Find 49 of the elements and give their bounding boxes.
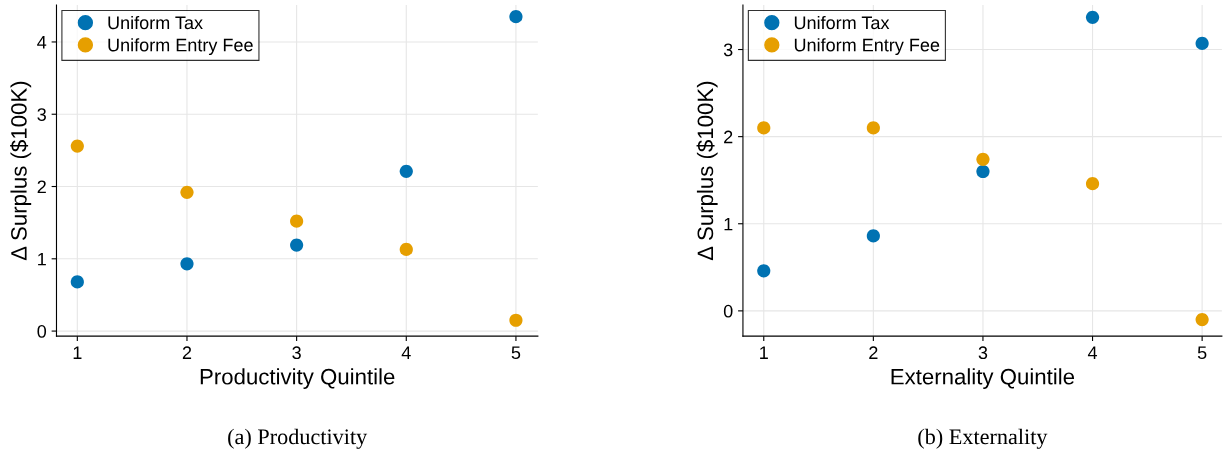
y-tick-label: 3 [723,43,733,57]
point [70,139,84,153]
x-tick-label: 4 [1087,346,1098,359]
point [399,164,413,178]
point [290,214,304,228]
y-tick-label: 3 [37,108,46,121]
text: (a) Productivity [228,428,368,449]
point [976,164,990,179]
legend-label: Uniform Entry Fee [794,38,940,56]
point [757,121,771,135]
y-tick-label: 2 [724,130,733,144]
point [509,313,523,327]
x-tick-label: 5 [1197,346,1207,360]
point [866,229,880,243]
y-axis-title: Δ Surplus ($100K) [696,81,718,261]
text: (b) Externality [918,428,1048,449]
x-tick-label: 1 [760,346,768,359]
point [757,264,771,278]
point [70,275,84,289]
x-tick-label: 3 [978,346,988,360]
point [180,257,194,271]
point [976,152,990,166]
point [399,242,413,256]
legend-label: Uniform Tax [794,15,890,30]
x-axis-title: Externality Quintile [891,368,1075,389]
y-tick-label: 0 [723,304,733,318]
y-tick-label: 1 [724,217,733,231]
x-axis-title: Productivity Quintile [200,368,395,389]
point [290,238,304,252]
y-axis-title: Δ Surplus ($100K) [10,81,32,261]
y-tick-label: 4 [37,36,47,49]
point [1195,36,1209,51]
x-tick-label: 4 [401,346,411,359]
point [866,121,880,135]
y-tick-label: 0 [37,325,47,338]
y-tick-label: 2 [37,180,46,194]
x-tick-label: 1 [73,346,82,359]
x-tick-label: 2 [869,346,878,359]
point [1195,313,1209,327]
legend-label: Uniform Entry Fee [108,38,253,56]
x-tick-label: 5 [511,346,521,360]
point [509,10,523,24]
point [180,185,194,199]
y-tick-label: 1 [38,252,46,266]
point [1085,177,1100,191]
point [1085,10,1100,24]
x-tick-label: 3 [292,346,301,360]
legend-label: Uniform Tax [108,15,203,30]
x-tick-label: 2 [182,346,192,359]
